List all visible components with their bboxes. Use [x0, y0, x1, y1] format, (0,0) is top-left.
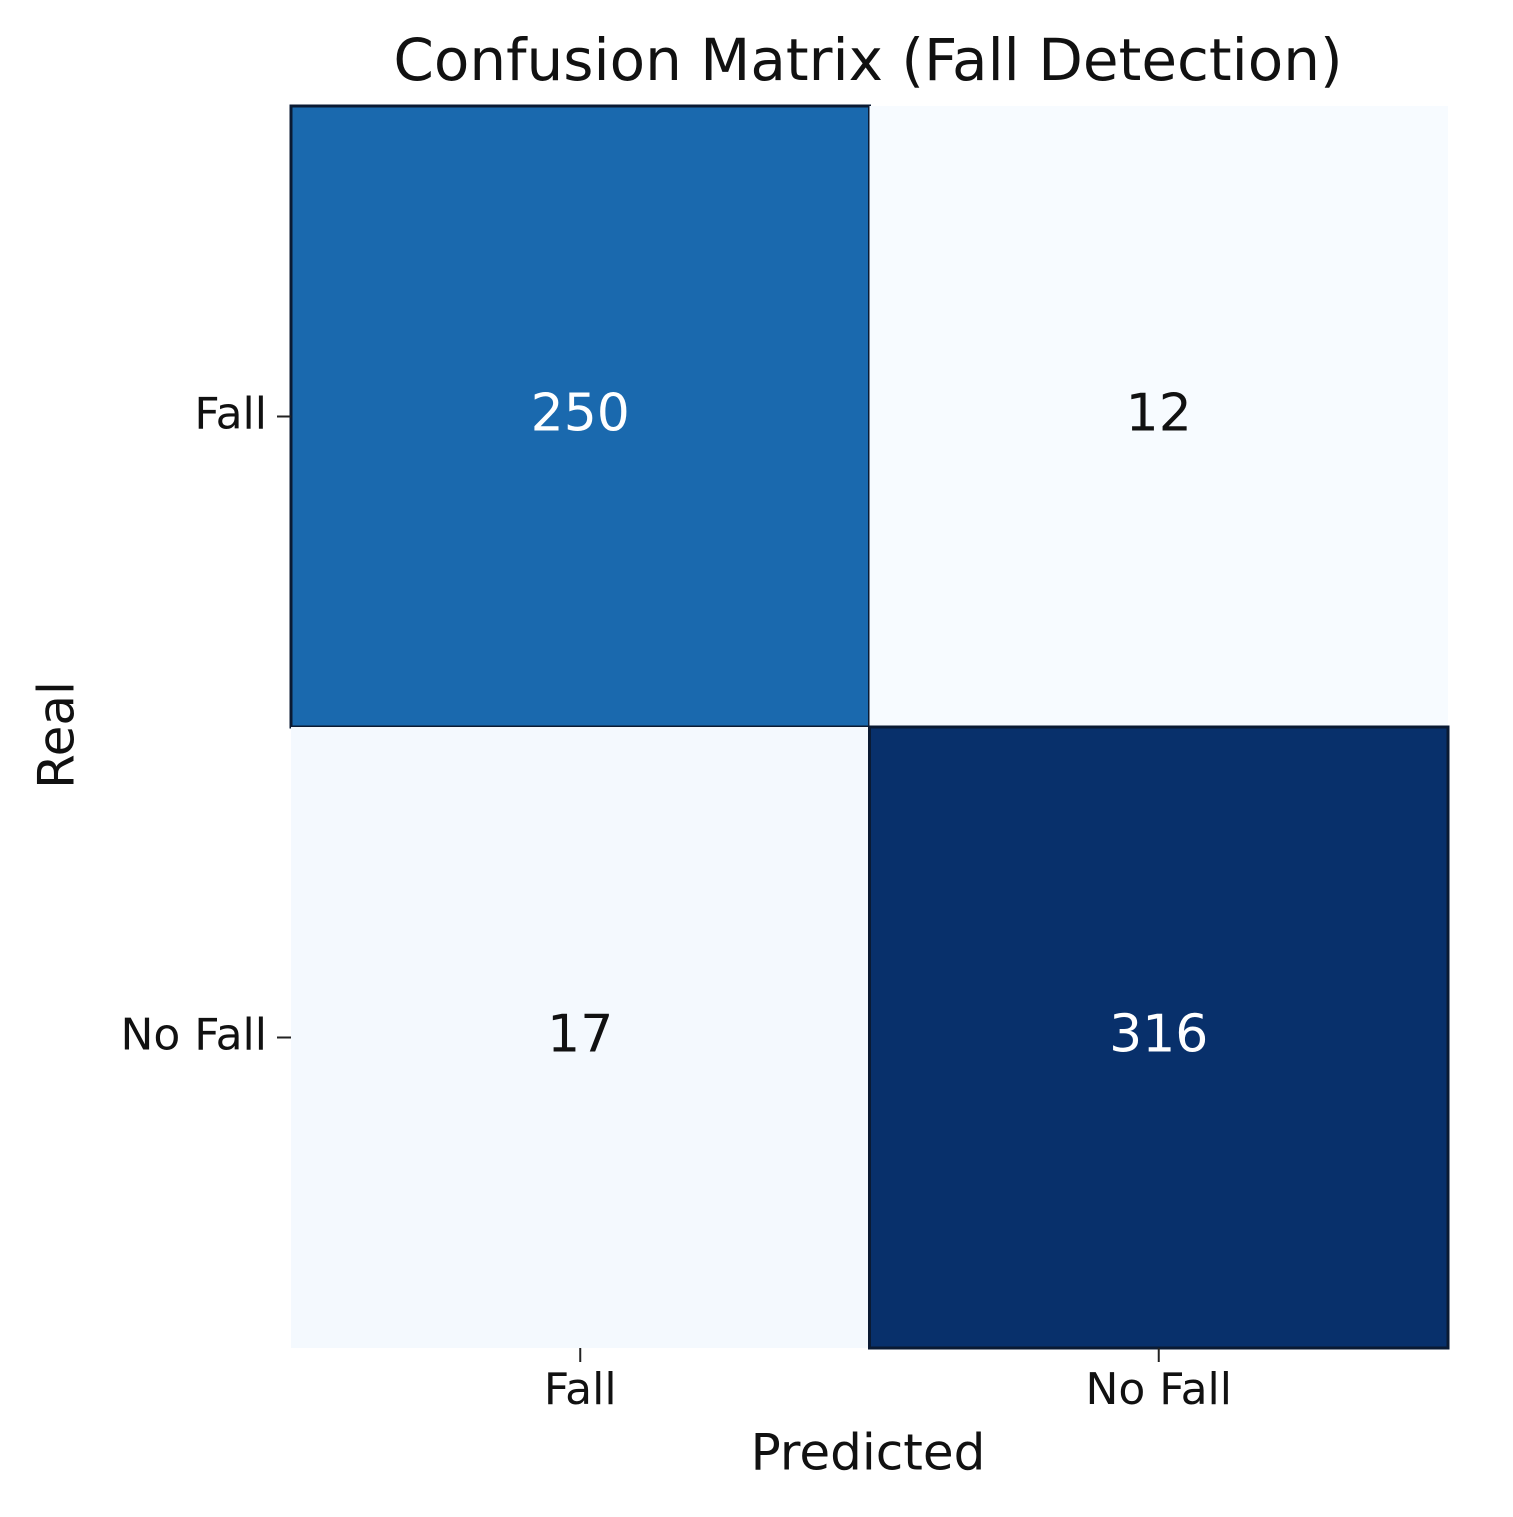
cell-value-label: 316 [1109, 1005, 1208, 1065]
heatmap-cell [289, 104, 871, 729]
y-tick-label: No Fall [120, 1010, 267, 1061]
heatmap-cell [868, 725, 1450, 1350]
heatmap-cell [869, 106, 1448, 727]
x-tick-label: Fall [544, 1364, 617, 1415]
cell-value-label: 17 [547, 1005, 613, 1065]
y-axis-label: Real [28, 681, 86, 789]
heatmap-cell [291, 727, 870, 1348]
y-tick-label: Fall [194, 389, 267, 440]
x-axis-label: Predicted [751, 1424, 986, 1482]
cell-value-label: 12 [1126, 384, 1192, 444]
cell-value-label: 250 [531, 384, 630, 444]
chart-title: Confusion Matrix (Fall Detection) [393, 26, 1342, 94]
x-tick-label: No Fall [1085, 1364, 1232, 1415]
